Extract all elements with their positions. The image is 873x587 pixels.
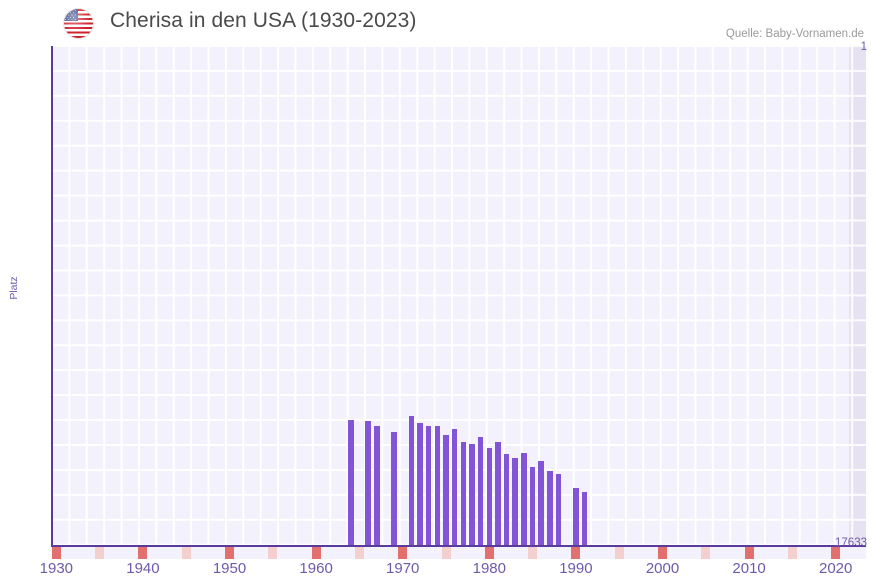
x-axis-tick-label: 2020 (819, 560, 853, 577)
x-tick-major (658, 547, 667, 559)
x-tick-major (398, 547, 408, 559)
plot-area (52, 46, 866, 545)
source-attribution: Quelle: Baby-Vornamen.de (725, 28, 864, 40)
y-axis-tick-top: 1 (860, 41, 867, 53)
y-axis-line (51, 46, 53, 546)
bar (347, 419, 354, 545)
x-tick-major (225, 547, 235, 559)
y-axis-title: Platz (8, 276, 20, 300)
x-tick-major (831, 547, 841, 559)
x-axis-tick-label: 1930 (39, 560, 74, 577)
bar (469, 443, 475, 545)
bar (417, 422, 423, 545)
x-tick-minor (354, 547, 364, 559)
x-tick-minor (528, 547, 538, 559)
bar (503, 453, 510, 545)
x-tick-minor (701, 547, 711, 559)
flag-stars (64, 9, 78, 22)
bar (408, 416, 415, 545)
x-axis-tick-label: 2010 (732, 560, 766, 577)
x-axis-tick-label: 1990 (559, 560, 593, 577)
x-tick-major (138, 547, 148, 559)
x-tick-minor (787, 547, 797, 559)
bar (425, 425, 432, 545)
x-tick-major (484, 547, 494, 559)
x-tick-minor (614, 547, 624, 559)
x-tick-major (744, 547, 754, 559)
x-axis-tick-label: 1970 (386, 560, 420, 577)
bar (391, 431, 397, 545)
bar (365, 421, 371, 545)
bar (581, 491, 588, 545)
x-tick-minor (268, 547, 278, 559)
x-axis-line (51, 545, 866, 547)
bar (555, 473, 562, 545)
x-axis-tick-label: 2000 (645, 560, 680, 577)
x-tick-minor (95, 547, 105, 559)
x-tick-major (571, 547, 581, 559)
bar (477, 437, 484, 545)
bar (443, 434, 449, 545)
chart-title: Cherisa in den USA (1930-2023) (110, 9, 417, 32)
bar (547, 470, 553, 545)
bar (451, 428, 458, 545)
grid-lines (52, 46, 866, 545)
x-axis-tick-label: 1940 (126, 560, 160, 577)
flag-canton (64, 9, 78, 22)
x-tick-major (311, 547, 321, 559)
bar (573, 487, 579, 545)
bar (373, 426, 380, 545)
chart-header: Cherisa in den USA (1930-2023) Quelle: B… (0, 0, 873, 46)
bar (538, 460, 545, 545)
bar (486, 448, 493, 545)
x-axis-tick-strip (51, 547, 866, 559)
bar (434, 426, 441, 545)
future-band-grid (848, 46, 866, 545)
x-tick-minor (441, 547, 451, 559)
x-tick-major (51, 547, 61, 559)
y-axis-tick-bottom: 17633 (835, 537, 867, 549)
x-tick-minor (181, 547, 191, 559)
x-axis-tick-label: 1960 (299, 560, 333, 577)
bar (521, 452, 527, 545)
x-axis-tick-label: 1950 (212, 560, 247, 577)
bar (512, 458, 519, 545)
bar (529, 466, 536, 545)
bar (460, 442, 467, 545)
x-axis-tick-label: 1980 (472, 560, 506, 577)
us-flag-icon (64, 9, 93, 38)
bar (495, 441, 501, 545)
flag-gloss (64, 9, 93, 38)
